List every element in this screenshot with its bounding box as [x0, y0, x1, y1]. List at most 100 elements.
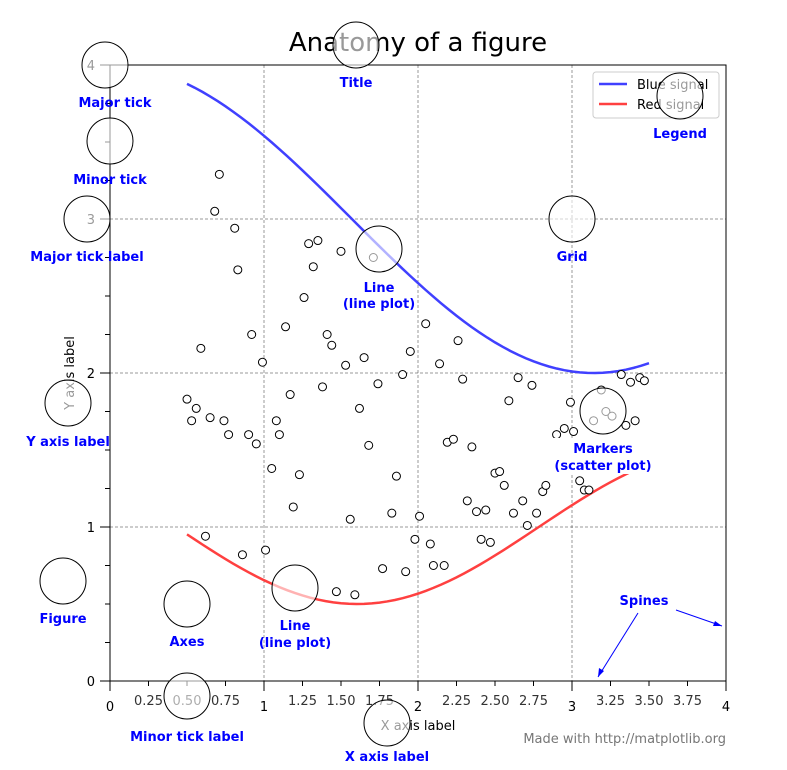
scatter-point	[271, 416, 281, 426]
footer-credit[interactable]: Made with http://matplotlib.org	[523, 732, 726, 747]
scatter-point	[569, 427, 579, 437]
annotation-axes: Axes	[163, 580, 211, 650]
scatter-point	[448, 434, 458, 444]
x-major-tick-label: 2	[414, 700, 422, 715]
scatter-point	[616, 370, 626, 380]
scatter-point	[233, 265, 243, 275]
annotation-figure: Figure	[39, 557, 87, 627]
scatter-point	[257, 357, 267, 367]
x-minor-tick-label: 3.25	[596, 694, 625, 709]
scatter-point	[327, 340, 337, 350]
scatter-point	[341, 360, 351, 370]
x-major-tick-label: 0	[106, 700, 114, 715]
scatter-point	[439, 561, 449, 570]
scatter-point	[322, 330, 332, 339]
x-minor-tick-label: 1.50	[327, 694, 356, 709]
annotation-x-axis-label: X axis label	[345, 699, 429, 765]
y-major-tick-label: 0	[87, 675, 95, 690]
scatter-point	[205, 413, 215, 423]
scatter-point	[630, 416, 640, 426]
x-minor-tick-label: 2.75	[519, 694, 548, 709]
scatter-point	[251, 439, 261, 449]
scatter-point	[313, 236, 323, 246]
scatter-point	[532, 508, 542, 518]
annotation-label: Title	[340, 76, 373, 91]
annotation-label: (line plot)	[259, 636, 331, 651]
scatter-point	[476, 534, 486, 544]
annotations: Major tick Minor tick Major tick label T…	[25, 21, 723, 765]
annotation-label: Minor tick label	[130, 730, 244, 745]
scatter-point	[522, 520, 532, 530]
scatter-point	[541, 480, 551, 490]
scatter-point	[378, 564, 388, 574]
annotation-label: Markers	[573, 442, 633, 457]
scatter-point	[373, 379, 383, 389]
annotation-major-tick-label: Major tick label	[30, 195, 144, 265]
annotation-grid: Grid	[548, 195, 596, 265]
annotation-title: Title	[332, 21, 380, 91]
scatter-point	[518, 496, 528, 506]
scatter-point	[508, 508, 518, 518]
scatter-point	[552, 430, 562, 440]
scatter-point	[626, 377, 636, 387]
scatter-point	[472, 507, 482, 517]
scatter-point	[467, 442, 477, 452]
scatter-point	[575, 476, 585, 486]
annotation-label: Line	[280, 619, 311, 634]
x-minor-tick-label: 1.25	[288, 694, 317, 709]
scatter-point	[421, 319, 431, 329]
scatter-point	[621, 420, 631, 430]
scatter-point	[504, 396, 514, 406]
x-minor-tick-label: 0.75	[211, 694, 240, 709]
annotation-label: Line	[364, 281, 395, 296]
annotation-label: Axes	[169, 635, 204, 650]
scatter-point	[244, 430, 254, 440]
scatter-point	[428, 561, 438, 570]
scatter-point	[584, 485, 594, 495]
scatter-point	[565, 397, 575, 407]
scatter-point	[345, 514, 355, 524]
scatter-point	[318, 382, 328, 392]
annotation-minor-tick-label: Minor tick label	[130, 672, 244, 745]
scatter-point	[200, 531, 210, 541]
scatter-point	[559, 423, 569, 433]
scatter-point	[219, 416, 229, 426]
scatter-point	[391, 471, 401, 481]
x-minor-tick-label: 3.50	[635, 694, 664, 709]
scatter-point	[308, 262, 318, 272]
x-major-tick-label: 4	[722, 700, 730, 715]
scatter-point	[267, 463, 277, 473]
series-line-red	[186, 463, 650, 606]
annotation-label: Grid	[557, 250, 588, 265]
x-major-tick-label: 1	[260, 700, 268, 715]
annotation-markers: Markers (scatter plot)	[548, 387, 658, 474]
annotation-label: Legend	[653, 127, 707, 142]
scatter-point	[401, 567, 411, 577]
scatter-point	[288, 502, 298, 512]
annotation-line-blue: Line(line plot)	[343, 225, 415, 312]
scatter-point	[214, 169, 224, 179]
annotation-label: Major tick	[78, 96, 151, 111]
x-minor-tick-label: 3.75	[673, 694, 702, 709]
annotation-label: X axis label	[345, 750, 429, 765]
scatter-point	[230, 223, 240, 233]
scatter-point	[196, 343, 206, 353]
scatter-point	[425, 539, 435, 549]
annotation-major-tick: Major tick	[78, 41, 152, 111]
scatter-point	[495, 467, 505, 477]
annotation-label: Figure	[39, 612, 86, 627]
chart-title: Anatomy of a figure	[289, 28, 547, 58]
annotation-label: (scatter plot)	[554, 459, 651, 474]
annotation-label: (line plot)	[343, 297, 415, 312]
scatter-point	[481, 505, 491, 515]
scatter-point	[405, 346, 415, 356]
scatter-point	[237, 550, 247, 560]
scatter-point	[182, 394, 192, 404]
annotation-label: Minor tick	[73, 173, 147, 188]
annotation-label: Y axis label	[25, 435, 110, 450]
series-line-blue	[186, 82, 650, 375]
scatter-point	[639, 376, 649, 386]
scatter-point	[462, 496, 472, 506]
annotation-legend: Legend	[653, 72, 707, 142]
x-major-tick-label: 3	[568, 700, 576, 715]
